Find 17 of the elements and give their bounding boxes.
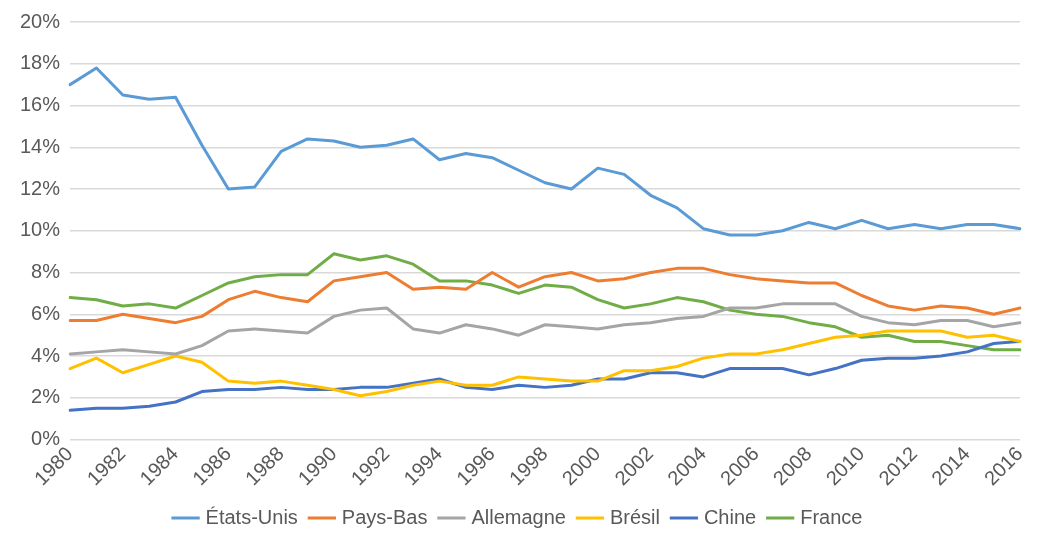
y-tick-label: 18%: [20, 51, 61, 74]
y-tick-label: 6%: [31, 301, 61, 324]
legend-label: Chine: [703, 505, 757, 528]
y-tick-label: 8%: [31, 260, 61, 283]
y-tick-label: 4%: [31, 343, 61, 366]
legend-label: Pays-Bas: [341, 505, 428, 528]
legend-label: Brésil: [609, 505, 660, 528]
y-tick-label: 10%: [20, 218, 61, 241]
y-tick-label: 0%: [31, 427, 61, 450]
y-tick-label: 12%: [20, 176, 61, 199]
legend-label: Allemagne: [471, 505, 566, 528]
y-tick-label: 16%: [20, 93, 61, 116]
y-tick-label: 20%: [20, 9, 61, 32]
y-tick-label: 14%: [20, 134, 61, 157]
legend-label: États-Unis: [205, 505, 298, 528]
legend-label: France: [800, 505, 863, 528]
y-tick-label: 2%: [31, 385, 61, 408]
